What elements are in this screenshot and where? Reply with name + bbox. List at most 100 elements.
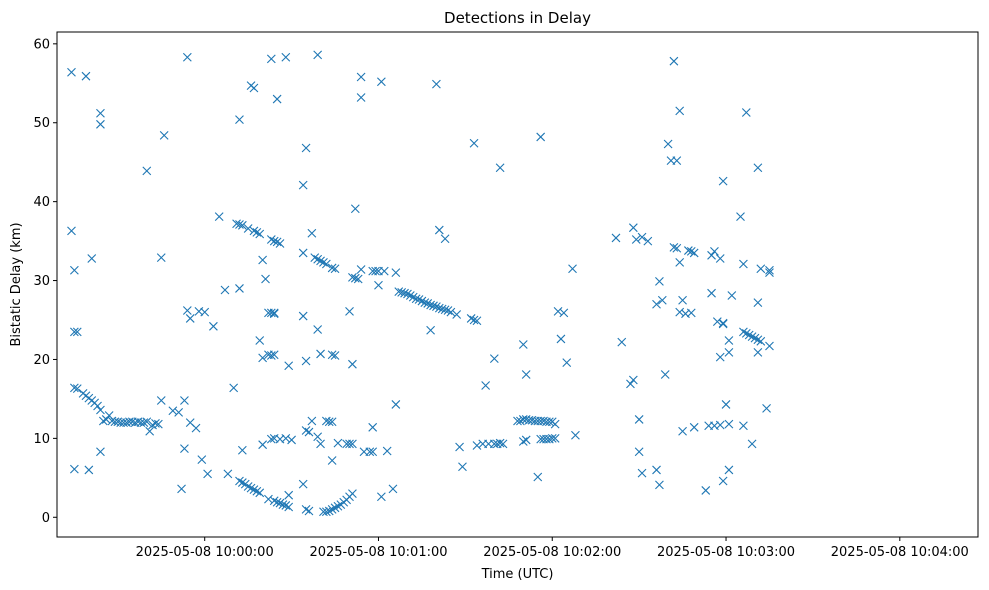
data-point (264, 494, 273, 504)
data-point (261, 274, 270, 284)
data-point (151, 418, 160, 428)
data-point (686, 246, 696, 256)
data-point (701, 486, 711, 495)
data-point (652, 465, 661, 475)
data-point (185, 314, 195, 323)
data-point (724, 347, 734, 357)
data-point (634, 415, 644, 424)
data-point (394, 287, 404, 296)
data-point (756, 264, 766, 274)
data-point (142, 417, 152, 427)
data-point (356, 265, 366, 274)
y-tick-label: 40 (33, 195, 50, 210)
data-point (660, 370, 670, 379)
data-point (246, 483, 256, 493)
y-tick-label: 0 (42, 511, 50, 526)
data-point (203, 469, 212, 479)
data-point (330, 503, 340, 513)
data-point (611, 233, 621, 243)
data-point (333, 438, 343, 448)
data-point (672, 243, 682, 253)
data-point (481, 381, 491, 390)
data-point (266, 351, 276, 360)
data-point (455, 442, 464, 452)
data-point (87, 254, 97, 263)
y-tick-label: 20 (33, 353, 50, 368)
data-point (313, 325, 323, 334)
data-point (330, 264, 340, 274)
data-point (458, 462, 467, 472)
data-point (284, 361, 294, 371)
x-axis-label: Time (UTC) (481, 567, 554, 582)
data-point (710, 246, 719, 256)
data-point (249, 226, 259, 236)
data-point (368, 447, 378, 457)
data-point (550, 433, 560, 443)
data-point (655, 276, 664, 286)
data-point (69, 464, 79, 474)
data-point (235, 476, 244, 486)
data-point (304, 506, 314, 516)
data-point (434, 225, 444, 235)
data-point (252, 486, 262, 496)
x-tick-label: 2025-05-08 10:02:00 (483, 545, 621, 560)
data-point (235, 284, 244, 293)
data-point (521, 435, 531, 445)
data-point (84, 465, 94, 475)
data-point (229, 383, 239, 393)
data-point (715, 420, 725, 430)
data-point (275, 498, 285, 508)
y-tick-label: 50 (33, 116, 50, 131)
data-point (414, 295, 424, 304)
data-point (707, 288, 716, 298)
data-point (440, 234, 450, 244)
data-point (718, 176, 728, 186)
data-point (391, 400, 401, 409)
data-point (67, 67, 76, 77)
data-point (741, 108, 751, 117)
data-point (718, 318, 728, 328)
data-point (472, 316, 482, 326)
data-point (426, 300, 436, 310)
data-point (747, 332, 757, 341)
y-tick-label: 30 (33, 274, 50, 289)
data-point (266, 308, 276, 318)
data-point (258, 353, 268, 363)
data-point (420, 298, 430, 308)
y-axis-label: Bistatic Delay (km) (9, 222, 24, 346)
data-point (249, 83, 259, 93)
data-point (145, 426, 155, 436)
data-point (686, 308, 696, 318)
data-point (353, 274, 363, 284)
data-point (397, 288, 407, 297)
data-point (466, 314, 476, 323)
data-point (765, 341, 774, 351)
data-point (715, 352, 725, 362)
data-point (324, 506, 334, 516)
data-point (637, 232, 647, 242)
data-point (350, 273, 360, 283)
data-point (750, 333, 760, 343)
data-point (69, 265, 79, 275)
data-point (536, 132, 546, 142)
data-point (765, 265, 774, 275)
data-point (159, 130, 169, 140)
data-point (298, 248, 308, 258)
data-point (333, 501, 343, 511)
data-point (628, 223, 638, 233)
data-point (376, 492, 386, 502)
data-point (495, 163, 505, 173)
data-point (142, 166, 152, 176)
data-point (678, 295, 687, 305)
y-tick-label: 10 (33, 432, 50, 447)
data-point (626, 379, 635, 389)
data-point (348, 273, 357, 282)
data-point (628, 375, 638, 385)
data-point (223, 469, 233, 479)
chart-title: Detections in Delay (444, 9, 591, 27)
data-point (348, 489, 357, 498)
data-point (495, 438, 505, 448)
data-point (429, 301, 438, 311)
data-point (637, 468, 647, 478)
data-point (301, 356, 311, 366)
